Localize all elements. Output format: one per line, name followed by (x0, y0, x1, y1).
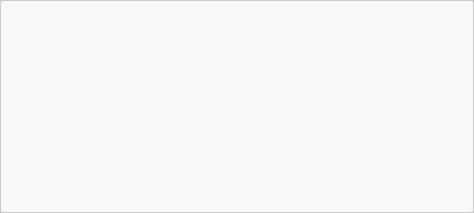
Text: n: n (319, 122, 332, 142)
Text: (1 +r): (1 +r) (244, 135, 327, 163)
FancyBboxPatch shape (44, 115, 53, 126)
Bar (378, 125, 391, 157)
FancyBboxPatch shape (54, 140, 62, 151)
FancyBboxPatch shape (44, 127, 53, 138)
FancyBboxPatch shape (54, 115, 62, 126)
Bar (393, 104, 406, 157)
FancyBboxPatch shape (54, 127, 62, 138)
FancyBboxPatch shape (44, 102, 53, 113)
FancyBboxPatch shape (43, 81, 71, 103)
FancyBboxPatch shape (63, 102, 72, 113)
Text: Present
Value (PV): Present Value (PV) (62, 75, 242, 138)
FancyBboxPatch shape (63, 140, 72, 151)
FancyBboxPatch shape (63, 115, 72, 126)
Text: $: $ (416, 163, 427, 178)
FancyBboxPatch shape (63, 127, 72, 138)
FancyBboxPatch shape (44, 140, 53, 151)
Text: C: C (282, 55, 301, 83)
FancyBboxPatch shape (54, 102, 62, 113)
Text: Present Value Formula: Present Value Formula (77, 15, 397, 39)
FancyBboxPatch shape (36, 74, 77, 156)
Bar (409, 83, 421, 157)
Text: =: = (208, 98, 238, 132)
Polygon shape (399, 161, 444, 181)
